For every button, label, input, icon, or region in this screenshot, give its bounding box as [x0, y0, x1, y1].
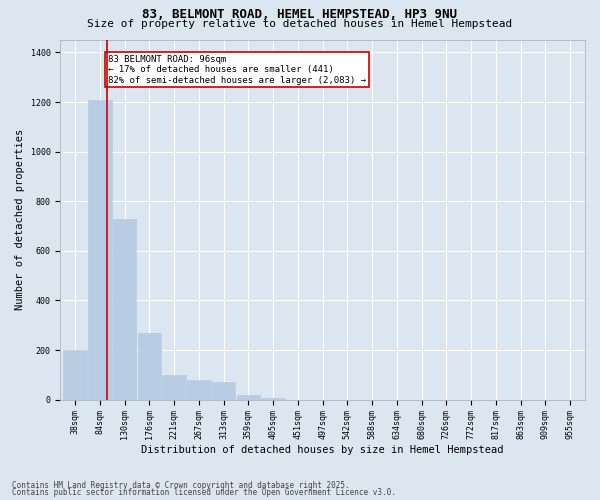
Bar: [187, 380, 211, 400]
Bar: [163, 375, 186, 400]
Text: Size of property relative to detached houses in Hemel Hempstead: Size of property relative to detached ho…: [88, 19, 512, 29]
Bar: [64, 350, 87, 400]
Bar: [236, 395, 260, 400]
Text: 83, BELMONT ROAD, HEMEL HEMPSTEAD, HP3 9NU: 83, BELMONT ROAD, HEMEL HEMPSTEAD, HP3 9…: [143, 8, 458, 20]
Bar: [113, 218, 136, 400]
Bar: [212, 382, 235, 400]
Bar: [137, 332, 161, 400]
X-axis label: Distribution of detached houses by size in Hemel Hempstead: Distribution of detached houses by size …: [142, 445, 504, 455]
Text: Contains HM Land Registry data © Crown copyright and database right 2025.: Contains HM Land Registry data © Crown c…: [12, 480, 350, 490]
Bar: [262, 398, 285, 400]
Bar: [88, 100, 112, 400]
Text: Contains public sector information licensed under the Open Government Licence v3: Contains public sector information licen…: [12, 488, 396, 497]
Y-axis label: Number of detached properties: Number of detached properties: [15, 129, 25, 310]
Text: 83 BELMONT ROAD: 96sqm
← 17% of detached houses are smaller (441)
82% of semi-de: 83 BELMONT ROAD: 96sqm ← 17% of detached…: [108, 55, 366, 84]
